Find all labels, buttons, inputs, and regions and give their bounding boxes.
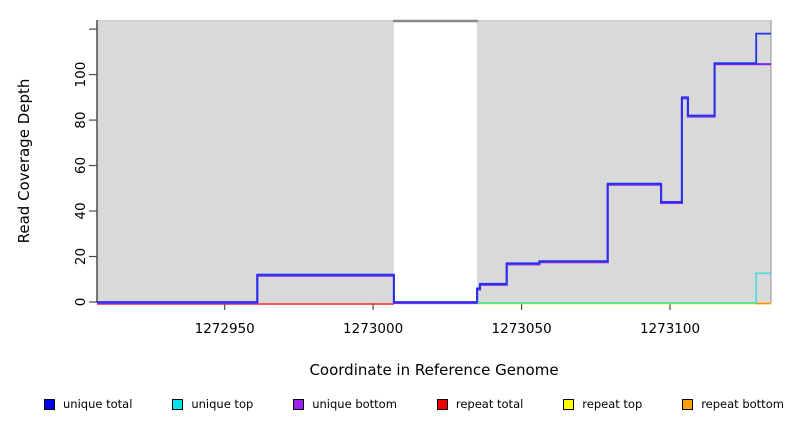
legend-item-repeat-top: repeat top (563, 397, 642, 411)
legend-label-repeat-top: repeat top (582, 397, 643, 411)
x-tick-label: 1272950 (195, 321, 255, 337)
legend-swatch-unique-total (44, 398, 55, 410)
legend-label-unique-bottom: unique bottom (312, 397, 397, 411)
legend-swatch-unique-top (172, 398, 184, 410)
legend-item-unique-top: unique top (172, 397, 253, 411)
series-unique-top (477, 272, 771, 304)
y-tick-label: 100 (73, 62, 89, 88)
x-tick-label: 1273000 (343, 321, 403, 337)
y-tick-label: 20 (73, 248, 89, 265)
x-axis-label: Coordinate in Reference Genome (309, 361, 559, 379)
legend-item-unique-bottom: unique bottom (293, 397, 397, 411)
x-tick-label: 1273050 (492, 321, 552, 337)
legend-item-repeat-total: repeat total (436, 397, 524, 411)
legend-swatch-repeat-total (436, 398, 448, 410)
coverage-plot: 1272950 1273000 1273050 1273100 0 20 40 60 80 100 (73, 19, 772, 337)
legend-item-repeat-bottom: repeat bottom (682, 397, 784, 411)
y-tick-label: 60 (73, 157, 89, 174)
y-axis-label: Read Coverage Depth (15, 78, 33, 244)
series-unique-total (97, 32, 771, 303)
legend-swatch-unique-bottom (293, 398, 305, 410)
legend: unique total unique top unique bottom repea… (0, 397, 792, 411)
legend-swatch-repeat-bottom (682, 398, 694, 410)
legend-swatch-repeat-top (563, 398, 575, 410)
x-tick-label: 1273100 (640, 321, 700, 337)
y-tick-label: 40 (73, 202, 89, 219)
legend-label-repeat-bottom: repeat bottom (701, 397, 784, 411)
y-tick-label: 0 (73, 298, 89, 307)
y-tick-label: 80 (73, 112, 89, 129)
legend-label-unique-total: unique total (63, 397, 133, 411)
no-data-gap-band (393, 20, 477, 303)
legend-item-unique-total: unique total (44, 397, 132, 411)
legend-label-unique-top: unique top (191, 397, 254, 411)
legend-label-repeat-total: repeat total (455, 397, 524, 411)
